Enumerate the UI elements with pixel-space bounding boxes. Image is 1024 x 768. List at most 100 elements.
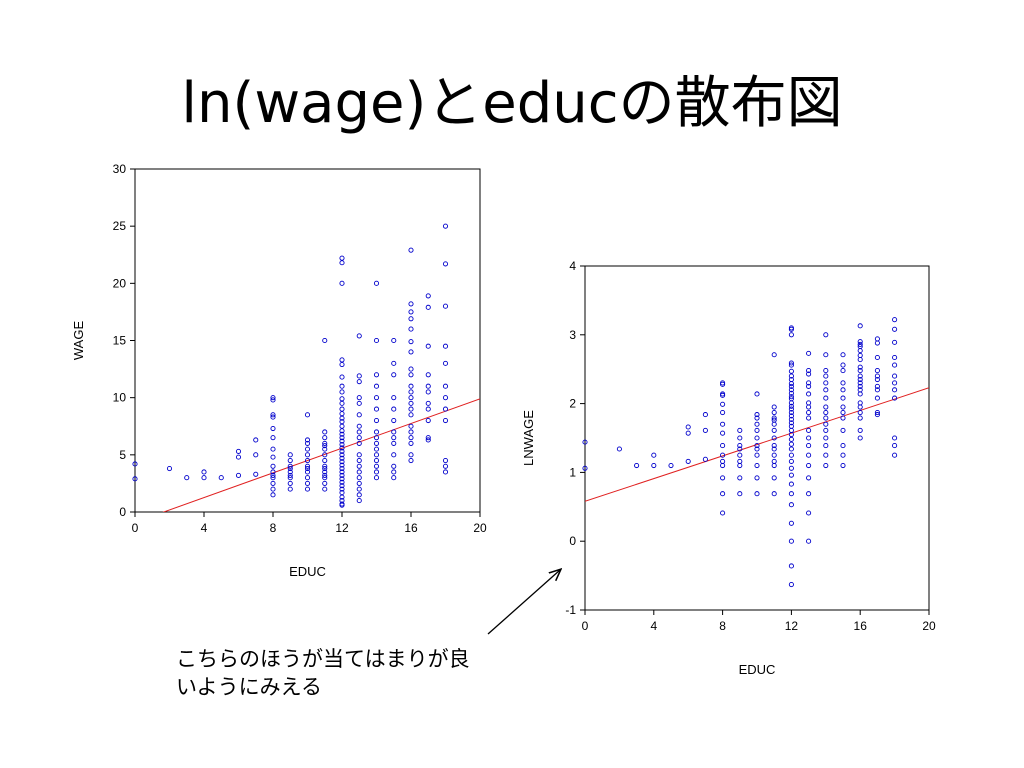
wage-data-point xyxy=(442,383,449,389)
lnwage-data-point xyxy=(788,423,794,429)
lnwage-data-point xyxy=(892,339,898,345)
wage-data-point xyxy=(408,339,414,345)
wage-data-point xyxy=(322,466,328,472)
wage-data-point xyxy=(442,343,449,349)
wage-data-point xyxy=(339,483,345,489)
wage-data-point xyxy=(425,304,431,310)
wage-data-point xyxy=(322,486,328,492)
lnwage-data-point xyxy=(857,435,863,441)
lnwage-data-point xyxy=(737,427,743,433)
wage-y-axis-label: WAGE xyxy=(71,321,86,361)
wage-data-point xyxy=(270,446,276,452)
wage-data-point xyxy=(373,452,380,458)
wage-data-point xyxy=(442,261,449,267)
wage-data-point xyxy=(304,457,311,464)
lnwage-data-point xyxy=(823,352,829,358)
wage-plot-frame xyxy=(134,168,481,513)
lnwage-data-point xyxy=(874,368,880,374)
wage-data-point xyxy=(201,469,207,475)
wage-y-tick-label: 10 xyxy=(113,391,127,405)
lnwage-data-point xyxy=(892,435,898,441)
lnwage-data-point xyxy=(840,395,846,401)
wage-data-point xyxy=(391,406,397,412)
wage-data-point xyxy=(408,247,414,253)
slide-title: ln(wage)とeducの散布図 xyxy=(181,71,843,136)
lnwage-data-point xyxy=(892,395,898,401)
lnwage-data-point xyxy=(806,510,812,516)
lnwage-data-point xyxy=(771,415,777,421)
wage-data-point xyxy=(339,502,345,508)
lnwage-data-point xyxy=(720,391,726,397)
lnwage-data-point xyxy=(892,326,898,332)
wage-data-point xyxy=(287,463,293,469)
lnwage-data-point xyxy=(651,452,657,458)
wage-data-point xyxy=(304,437,311,443)
lnwage-x-tick-label: 0 xyxy=(582,619,589,633)
wage-data-point xyxy=(322,429,328,435)
wage-data-point xyxy=(304,412,311,418)
lnwage-data-point xyxy=(892,317,898,323)
lnwage-data-point xyxy=(788,376,794,383)
lnwage-data-point xyxy=(788,403,794,409)
wage-data-point xyxy=(391,463,397,469)
wage-data-point xyxy=(339,406,345,412)
lnwage-data-point xyxy=(720,392,726,398)
wage-x-tick-label: 0 xyxy=(132,521,139,535)
lnwage-data-point xyxy=(771,404,777,410)
lnwage-data-point xyxy=(874,340,880,346)
lnwage-y-tick-label: 1 xyxy=(569,465,576,479)
wage-data-point xyxy=(408,429,414,435)
wage-data-point xyxy=(304,463,311,469)
wage-data-point xyxy=(322,337,328,344)
wage-data-point xyxy=(322,469,328,475)
wage-data-point xyxy=(304,446,311,452)
lnwage-data-point xyxy=(788,396,794,402)
wage-y-tick-label: 20 xyxy=(113,276,127,290)
wage-data-point xyxy=(235,454,242,460)
wage-data-point xyxy=(339,435,345,441)
lnwage-data-point xyxy=(788,406,794,412)
wage-data-point xyxy=(408,309,414,315)
wage-data-point xyxy=(339,479,345,485)
wage-data-point xyxy=(235,448,242,454)
wage-data-point xyxy=(270,475,276,481)
lnwage-data-point xyxy=(857,348,863,354)
wage-data-point xyxy=(391,452,397,458)
wage-data-point xyxy=(270,425,276,432)
wage-data-point xyxy=(270,469,276,475)
wage-data-point xyxy=(356,463,362,469)
lnwage-data-point xyxy=(788,326,794,332)
wage-x-tick-label: 8 xyxy=(270,521,277,535)
wage-data-point xyxy=(270,492,276,498)
lnwage-data-point xyxy=(771,417,777,423)
wage-data-point xyxy=(339,469,345,475)
wage-data-point xyxy=(339,438,345,444)
wage-data-point xyxy=(356,395,362,401)
wage-data-point xyxy=(339,494,345,500)
note-line-1: こちらのほうが当てはまりが良 xyxy=(176,647,470,671)
lnwage-data-point xyxy=(857,343,863,350)
wage-data-point xyxy=(339,423,345,429)
lnwage-data-point xyxy=(668,462,674,469)
wage-data-point xyxy=(287,475,293,481)
lnwage-data-point xyxy=(788,413,794,419)
lnwage-data-point xyxy=(857,404,863,410)
lnwage-data-point xyxy=(788,400,794,406)
wage-data-point xyxy=(270,397,276,403)
wage-data-point xyxy=(408,423,414,429)
wage-data-point xyxy=(339,441,345,448)
lnwage-data-point xyxy=(823,421,829,427)
wage-data-point xyxy=(425,293,431,299)
lnwage-data-point xyxy=(754,446,760,452)
wage-data-point xyxy=(339,445,345,451)
wage-data-point xyxy=(270,414,276,420)
lnwage-x-tick-label: 16 xyxy=(854,619,868,633)
wage-data-point xyxy=(270,480,276,486)
lnwage-data-point xyxy=(720,421,726,427)
wage-x-tick-label: 20 xyxy=(473,521,487,535)
wage-data-point xyxy=(391,435,397,441)
lnwage-data-point xyxy=(823,380,829,386)
wage-data-point xyxy=(339,260,345,266)
lnwage-data-point xyxy=(840,404,846,410)
wage-data-point xyxy=(373,429,380,435)
